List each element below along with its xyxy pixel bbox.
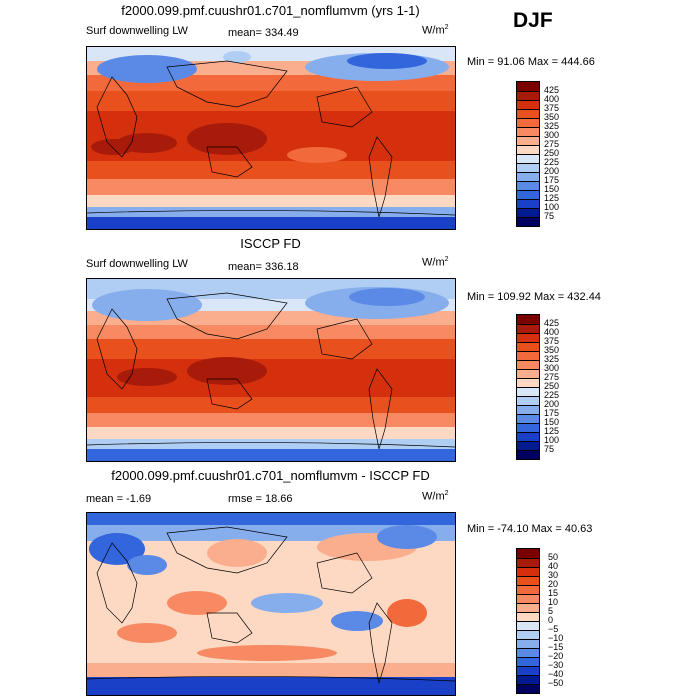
panel3-tick: −30 bbox=[548, 660, 564, 670]
panel1-tick: 325 bbox=[544, 121, 560, 131]
panel1-title: f2000.099.pmf.cuushr01.c701_nomflumvm (y… bbox=[121, 3, 420, 18]
panel1-tick: 275 bbox=[544, 139, 560, 149]
panel1-tick: 250 bbox=[544, 148, 560, 158]
panel2-tick: 325 bbox=[544, 354, 560, 364]
panel1-tick: 400 bbox=[544, 94, 560, 104]
panel1-tick: 300 bbox=[544, 130, 560, 140]
panel2-tick: 275 bbox=[544, 372, 560, 382]
panel1-tick: 100 bbox=[544, 202, 560, 212]
panel2-minmax: Min = 109.92 Max = 432.44 bbox=[467, 291, 601, 303]
panel1-units: W/m2 bbox=[422, 24, 449, 37]
panel3-tick: 20 bbox=[548, 579, 559, 589]
panel3-units: W/m2 bbox=[422, 490, 449, 503]
panel2-mean: mean= 336.18 bbox=[228, 261, 299, 273]
panel1-mean: mean= 334.49 bbox=[228, 27, 299, 39]
panel3-tick: 50 bbox=[548, 552, 559, 562]
panel2-map bbox=[86, 278, 456, 462]
panel1-tick: 350 bbox=[544, 112, 560, 122]
panel2-tick: 75 bbox=[544, 444, 555, 454]
panel1-tick: 375 bbox=[544, 103, 560, 113]
panel3-tick: −50 bbox=[548, 678, 564, 688]
panel3-tick: −40 bbox=[548, 669, 564, 679]
panel3-tick: −15 bbox=[548, 642, 564, 652]
panel2-tick: 150 bbox=[544, 417, 560, 427]
panel2-tick: 425 bbox=[544, 318, 560, 328]
panel1-tick: 200 bbox=[544, 166, 560, 176]
panel1-tick: 425 bbox=[544, 85, 560, 95]
panel3-tick: 15 bbox=[548, 588, 559, 598]
panel1-tick: 75 bbox=[544, 211, 555, 221]
panel2-tick: 300 bbox=[544, 363, 560, 373]
panel3-rmse: rmse = 18.66 bbox=[228, 493, 293, 505]
panel1-tick: 225 bbox=[544, 157, 560, 167]
panel2-tick: 125 bbox=[544, 426, 560, 436]
panel1-tick: 150 bbox=[544, 184, 560, 194]
panel1-map bbox=[86, 46, 456, 230]
panel2-tick: 250 bbox=[544, 381, 560, 391]
panel3-tick: 10 bbox=[548, 597, 559, 607]
panel2-tick: 375 bbox=[544, 336, 560, 346]
panel3-tick: −20 bbox=[548, 651, 564, 661]
panel3-mean: mean = -1.69 bbox=[86, 493, 152, 505]
panel3-tick: 40 bbox=[548, 561, 559, 571]
panel2-tick: 225 bbox=[544, 390, 560, 400]
panel2-tick: 350 bbox=[544, 345, 560, 355]
panel3-tick: −5 bbox=[548, 624, 559, 634]
panel1-minmax: Min = 91.06 Max = 444.66 bbox=[467, 56, 595, 68]
panel3-tick: 5 bbox=[548, 606, 554, 616]
panel2-tick: 175 bbox=[544, 408, 560, 418]
panel3-title: f2000.099.pmf.cuushr01.c701_nomflumvm - … bbox=[111, 468, 430, 483]
panel3-colorbar bbox=[516, 548, 540, 694]
panel2-tick: 100 bbox=[544, 435, 560, 445]
panel2-variable: Surf downwelling LW bbox=[86, 258, 188, 270]
panel2-tick: 400 bbox=[544, 327, 560, 337]
panel3-tick: 0 bbox=[548, 615, 554, 625]
panel3-minmax: Min = -74.10 Max = 40.63 bbox=[467, 523, 593, 535]
panel2-tick: 200 bbox=[544, 399, 560, 409]
panel1-tick: 125 bbox=[544, 193, 560, 203]
panel3-tick: 30 bbox=[548, 570, 559, 580]
panel2-units: W/m2 bbox=[422, 256, 449, 269]
season-label: DJF bbox=[513, 9, 553, 32]
panel2-colorbar bbox=[516, 314, 540, 460]
panel1-variable: Surf downwelling LW bbox=[86, 25, 188, 37]
panel3-map bbox=[86, 512, 456, 696]
panel1-tick: 175 bbox=[544, 175, 560, 185]
panel1-colorbar bbox=[516, 81, 540, 227]
panel2-title: ISCCP FD bbox=[240, 236, 301, 251]
panel3-tick: −10 bbox=[548, 633, 564, 643]
